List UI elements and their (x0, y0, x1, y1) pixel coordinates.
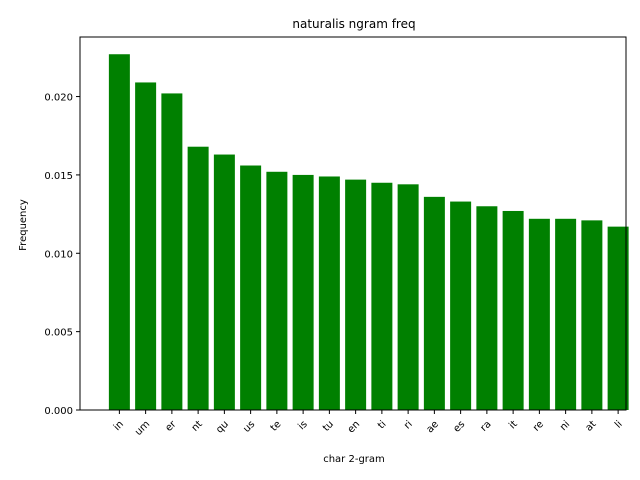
x-tick-label: at (584, 419, 599, 434)
y-tick-label: 0.020 (44, 93, 73, 104)
bar-us (240, 165, 262, 410)
x-tick-label: ae (425, 419, 441, 435)
bar-qu (213, 154, 235, 410)
y-tick-label: 0.010 (44, 249, 73, 260)
plot-frame (79, 36, 627, 411)
bar-at (581, 220, 603, 410)
y-axis: 0.000 0.005 0.010 0.015 0.020 (44, 93, 80, 417)
x-tick-label: ri (402, 419, 415, 432)
x-tick-label: te (269, 419, 284, 434)
y-tick-label: 0.015 (44, 171, 73, 182)
bar-er (161, 93, 183, 410)
y-tick-label: 0.005 (44, 328, 73, 339)
bar-en (345, 179, 367, 410)
y-axis-title: Frequency (18, 199, 29, 251)
bar-ra (476, 206, 498, 410)
x-tick-label: ra (479, 419, 494, 434)
bar-is (292, 174, 314, 410)
x-axis: in um er nt qu us te is tu en ti ri ae es ra it re ni at li (112, 410, 625, 438)
x-tick-label: us (241, 419, 257, 435)
bar-it (502, 210, 524, 410)
x-tick-label: is (296, 419, 309, 432)
x-tick-label: in (112, 419, 126, 433)
x-tick-label: qu (214, 419, 231, 436)
x-tick-label: er (163, 418, 179, 434)
bar-ae (423, 196, 445, 410)
bar-li (607, 226, 629, 410)
bar-ri (397, 184, 419, 410)
x-tick-label: it (507, 419, 520, 432)
x-tick-label: um (133, 419, 152, 438)
x-tick-label: tu (321, 419, 336, 434)
chart-title: naturalis ngram freq (292, 17, 415, 31)
x-tick-label: re (531, 419, 546, 434)
x-axis-title: char 2-gram (323, 454, 385, 465)
x-tick-label: en (346, 419, 363, 436)
bar-um (135, 82, 157, 410)
bar-ni (555, 218, 577, 410)
bars-group (108, 54, 629, 411)
x-tick-label: es (451, 419, 467, 435)
x-tick-label: ni (558, 419, 572, 433)
bar-in (108, 54, 130, 410)
x-tick-label: nt (190, 419, 205, 434)
x-tick-label: li (613, 419, 625, 431)
bar-ti (371, 182, 393, 410)
x-tick-label: ti (376, 419, 389, 432)
y-tick-label: 0.000 (44, 406, 73, 417)
bar-tu (318, 176, 340, 410)
bar-re (528, 218, 550, 410)
bar-nt (187, 146, 209, 411)
bar-te (266, 171, 288, 410)
bar-es (450, 201, 472, 410)
